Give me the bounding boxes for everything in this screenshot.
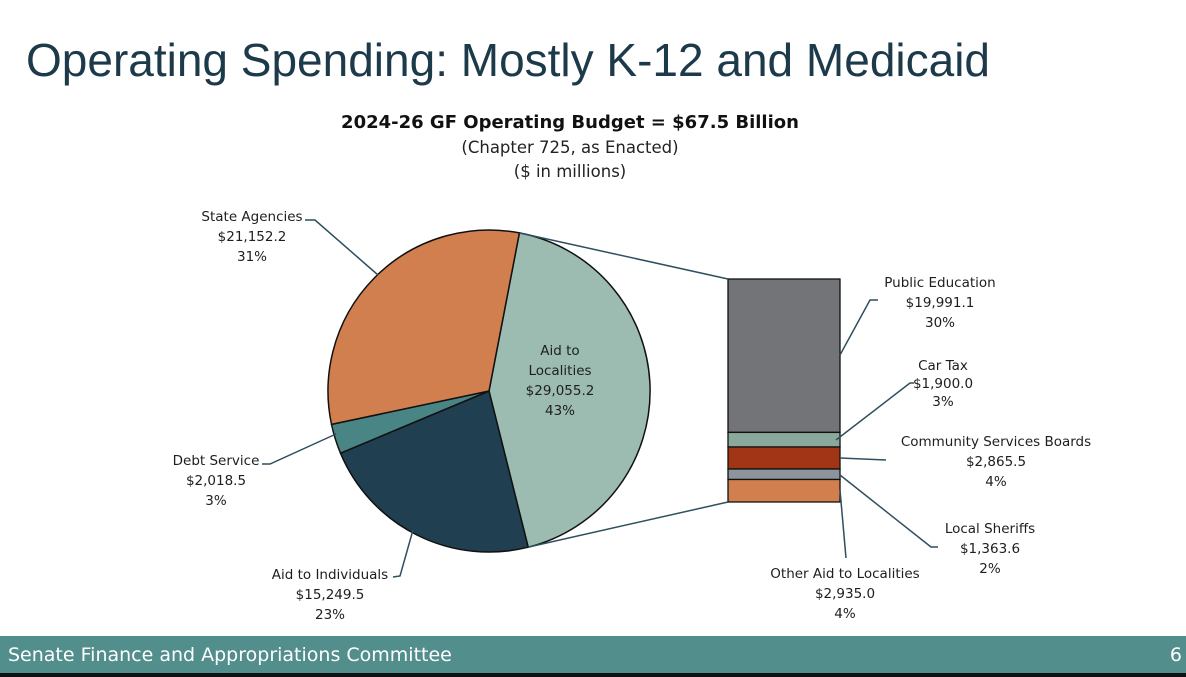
leader-line-debt-service [262,433,337,465]
bar-label-other-aid-to-localities: $2,935.0 [815,586,875,602]
bar-label-car-tax: 3% [932,394,954,410]
bar-label-local-sheriffs: $1,363.6 [960,541,1020,557]
footer-bar: Senate Finance and Appropriations Commit… [0,636,1186,673]
bar-segment-local-sheriffs [727,468,841,481]
leader-line-state-agencies [305,219,379,276]
leader-line-community-services-boards [839,457,887,461]
leader-line-local-sheriffs [839,474,938,548]
budget-chart: Aid to Localities $29,055.2 43% State Agenci… [173,209,1092,623]
bar-segment-community-services-boards [727,446,841,470]
footer-edge [0,673,1186,677]
leader-line-car-tax [835,382,914,441]
pie-label-aid-to-localities: Localities [528,363,591,379]
pie-label-debt-service: Debt Service [173,453,260,469]
chart-subtitle-source: (Chapter 725, as Enacted) [461,138,679,157]
connector-line-top [519,232,729,280]
bar-label-community-services-boards: 4% [985,474,1007,490]
pie-label-debt-service: $2,018.5 [186,473,246,489]
bar-segment-public-education [727,278,841,434]
chart-title: 2024-26 GF Operating Budget = $67.5 Bill… [341,112,799,133]
pie-slice-state-agencies [327,229,521,426]
pie-slice-aid-to-individuals [339,389,530,553]
bar-label-car-tax: Car Tax [918,358,968,374]
bar-label-public-education: Public Education [884,275,995,291]
footer-committee-name: Senate Finance and Appropriations Commit… [8,644,452,666]
bar-label-other-aid-to-localities: Other Aid to Localities [770,566,919,582]
pie-label-aid-to-individuals: $15,249.5 [296,587,365,603]
bar-label-community-services-boards: $2,865.5 [966,454,1026,470]
bar-label-local-sheriffs: 2% [979,561,1001,577]
bar-label-public-education: $19,991.1 [906,295,975,311]
chart-subtitle-units: ($ in millions) [513,162,627,181]
pie-label-aid-to-localities: Aid to [540,343,579,359]
pie-label-state-agencies: 31% [237,249,267,265]
page-number: 6 [1169,644,1182,666]
bar-segment-other-aid-to-localities [727,478,841,503]
pie-label-aid-to-individuals: Aid to Individuals [272,567,388,583]
pie-label-state-agencies: $21,152.2 [218,229,287,245]
pie-label-aid-to-individuals: 23% [315,607,345,623]
pie-label-debt-service: 3% [205,493,227,509]
leader-line-public-education [839,299,878,356]
bar-label-other-aid-to-localities: 4% [834,606,856,622]
bar-label-local-sheriffs: Local Sheriffs [945,521,1035,537]
bar-label-community-services-boards: Community Services Boards [901,434,1091,450]
pie-slice-aid-to-localities [488,232,651,549]
leader-line-other-aid-to-localities [839,489,847,559]
pie-label-state-agencies: State Agencies [201,209,302,225]
bar-label-car-tax: $1,900.0 [913,376,973,392]
bar-segment-car-tax [727,431,841,448]
pie-label-aid-to-localities: $29,055.2 [526,383,595,399]
pie-label-aid-to-localities: 43% [545,403,575,419]
slide-title: Operating Spending: Mostly K-12 and Medi… [26,34,991,86]
connector-line-bottom [528,501,729,548]
leader-line-aid-to-individuals [392,529,414,578]
bar-label-public-education: 30% [925,315,955,331]
